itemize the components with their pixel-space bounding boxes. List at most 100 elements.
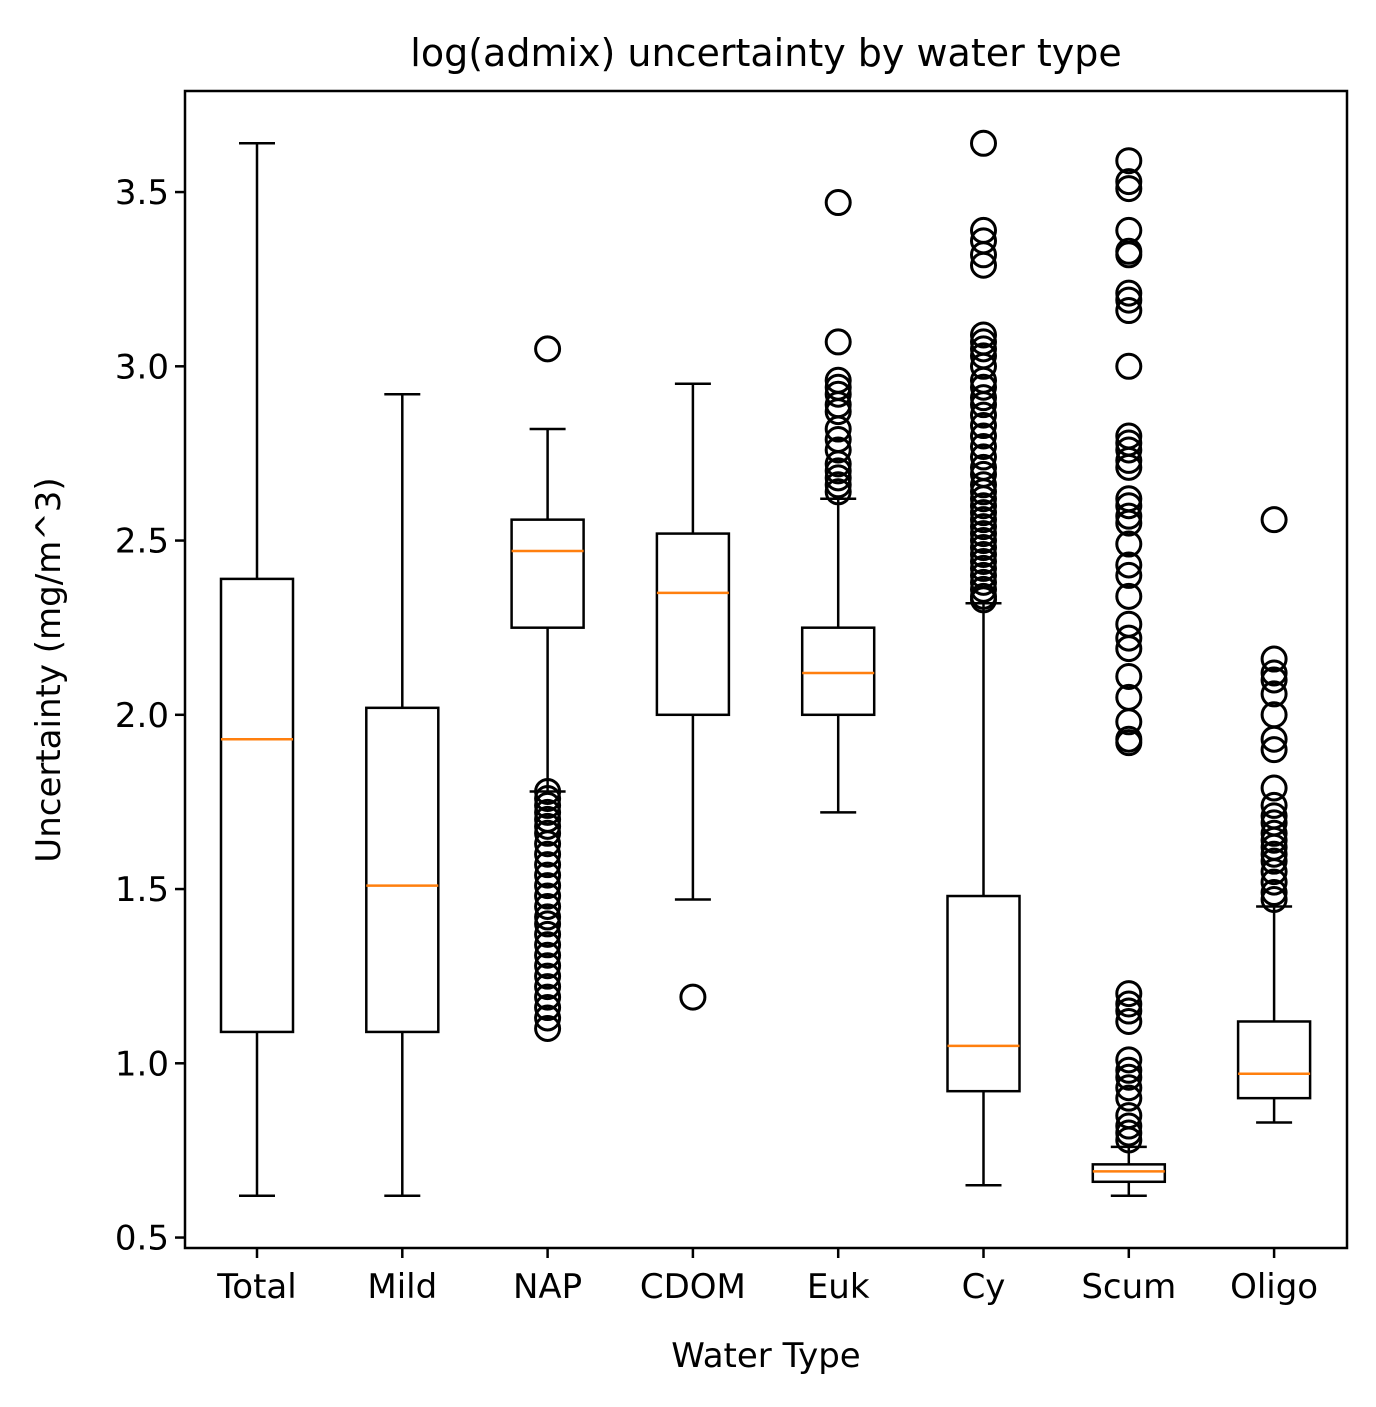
outlier-point [534, 784, 562, 812]
outlier-point [534, 920, 562, 948]
outlier-point [824, 415, 852, 443]
x-tick-label-scum: Scum [1081, 1267, 1176, 1307]
outlier-point [970, 478, 997, 506]
plot-area [219, 129, 1312, 1197]
outlier-point [1260, 858, 1288, 886]
outlier-point [824, 436, 852, 464]
outlier-point [824, 478, 852, 506]
outlier-point [534, 872, 562, 900]
outlier-point [970, 540, 997, 568]
outlier-point [1115, 990, 1143, 1018]
outlier-point [1115, 352, 1143, 380]
outlier-point [534, 962, 562, 990]
outlier-point [1115, 509, 1143, 537]
axes: 0.5 1.0 1.5 2.0 2.5 3.0 3.5 Total Mild NAP CDOM Euk… [115, 173, 1318, 1307]
outlier-point [1115, 279, 1143, 307]
outlier-point [1260, 886, 1288, 914]
outlier-point [1115, 297, 1143, 325]
outlier-point [1115, 446, 1143, 474]
outlier-point [970, 384, 997, 412]
outlier-point [1115, 551, 1143, 579]
outlier-point [824, 464, 852, 492]
outlier-point [1260, 819, 1288, 847]
outlier-point [534, 941, 562, 969]
outlier-point [1115, 1074, 1143, 1102]
outlier-point [1115, 997, 1143, 1025]
outlier-point [970, 432, 997, 460]
outlier-point [1260, 725, 1288, 753]
outlier-point [1115, 147, 1143, 175]
outlier-point [1115, 1084, 1143, 1112]
outlier-point [824, 471, 852, 499]
outlier-point [1115, 241, 1143, 269]
outlier-point [1260, 847, 1288, 875]
x-axis-label: Water Type [671, 1336, 860, 1376]
outlier-point [970, 471, 997, 499]
outlier-point [970, 492, 997, 520]
outlier-point [970, 129, 997, 157]
outlier-point [970, 422, 997, 450]
box-group-euk [800, 189, 876, 814]
y-tick-label: 0.5 [115, 1219, 169, 1259]
outlier-point [1115, 286, 1143, 314]
x-tick-label-mild: Mild [367, 1267, 437, 1307]
box-group-total [219, 142, 295, 1197]
outlier-point [1115, 582, 1143, 610]
box-group-nap [510, 335, 585, 1042]
x-tick-label-cy: Cy [962, 1267, 1006, 1307]
outlier-point [970, 335, 997, 363]
outlier-point [1115, 729, 1143, 757]
iqr-box [655, 532, 731, 717]
outlier-point [824, 457, 852, 485]
outlier-point [1260, 826, 1288, 854]
outlier-point [1115, 1046, 1143, 1074]
outlier-point [534, 851, 562, 879]
box-group-mild [365, 392, 440, 1197]
outlier-point [824, 189, 852, 217]
outlier-point [1115, 1056, 1143, 1084]
box-group-cdom [655, 382, 731, 1011]
outlier-point [534, 812, 562, 840]
outlier-point [534, 798, 562, 826]
outlier-point [534, 892, 562, 920]
outlier-point [970, 520, 997, 548]
outlier-point [1260, 736, 1288, 764]
outlier-point [1115, 708, 1143, 736]
outlier-point [534, 1004, 562, 1032]
outlier-point [970, 499, 997, 527]
outlier-point [534, 830, 562, 858]
x-tick-label-oligo: Oligo [1230, 1267, 1318, 1307]
outlier-point [1115, 502, 1143, 530]
outlier-point [534, 952, 562, 980]
box-group-cy [946, 129, 1021, 1187]
outlier-point [1260, 879, 1288, 907]
outlier-point [1115, 624, 1143, 652]
outlier-point [970, 586, 997, 614]
outlier-point [1260, 666, 1288, 694]
y-tick-label: 3.0 [115, 347, 169, 387]
outlier-point [1115, 530, 1143, 558]
outlier-point [534, 931, 562, 959]
outlier-point [970, 575, 997, 603]
outlier-point [1260, 840, 1288, 868]
outlier-point [970, 527, 997, 555]
outlier-point [534, 1014, 562, 1042]
outlier-point [534, 910, 562, 938]
outlier-point [534, 973, 562, 1001]
iqr-box [800, 626, 876, 717]
outlier-point [970, 391, 997, 419]
y-tick-label: 2.5 [115, 522, 169, 562]
outlier-point [970, 568, 997, 596]
outlier-point [970, 401, 997, 429]
x-tick-label-cdom: CDOM [640, 1267, 746, 1307]
outlier-point [1260, 774, 1288, 802]
outlier-point [1115, 635, 1143, 663]
outlier-point [1115, 561, 1143, 589]
outlier-point [1260, 659, 1288, 687]
outlier-point [970, 412, 997, 440]
y-tick-label: 1.0 [115, 1044, 169, 1084]
x-tick-label-euk: Euk [807, 1267, 870, 1307]
iqr-box [1236, 1020, 1312, 1100]
outlier-point [1260, 645, 1288, 673]
